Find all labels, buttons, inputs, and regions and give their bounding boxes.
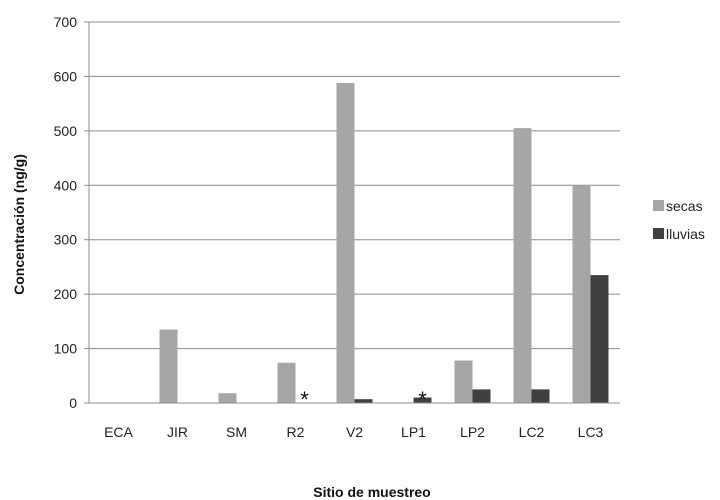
x-tick-label: JIR	[167, 424, 188, 440]
x-tick-label: SM	[226, 424, 247, 440]
bar-secas-LC3	[572, 185, 591, 403]
bars	[159, 82, 609, 404]
y-tick-label: 700	[54, 14, 78, 30]
bar-secas-SM	[218, 393, 237, 403]
bar-lluvias-LP2	[472, 389, 491, 403]
bar-secas-LP2	[454, 360, 473, 403]
annotation-asterisk: *	[300, 387, 309, 412]
x-tick-label: V2	[346, 424, 363, 440]
y-axis-title: Concentración (ng/g)	[11, 154, 27, 295]
x-tick-label: LP1	[401, 424, 426, 440]
bar-lluvias-LP1	[413, 397, 432, 403]
legend-swatch-secas	[653, 200, 664, 211]
bar-lluvias-V2	[354, 399, 373, 403]
x-tick-label: LP2	[460, 424, 485, 440]
x-tick-label: ECA	[104, 424, 133, 440]
y-tick-label: 600	[54, 68, 78, 84]
y-tick-label: 0	[69, 395, 77, 411]
y-tick-label: 500	[54, 123, 78, 139]
bar-secas-R2	[277, 362, 296, 403]
y-tick-label: 300	[54, 232, 78, 248]
bar-secas-LC2	[513, 128, 532, 403]
legend-swatch-lluvias	[653, 228, 664, 239]
y-tick-label: 100	[54, 341, 78, 357]
x-tick-label: LC3	[578, 424, 604, 440]
bar-lluvias-LC3	[590, 275, 609, 403]
axes: 0 100 200 300 400 500 600 700 ECA JIR SM R2 V2 LP1 LP2…	[54, 14, 620, 440]
annotation-asterisk: *	[418, 387, 427, 412]
bar-lluvias-LC2	[531, 389, 550, 403]
bar-secas-V2	[336, 82, 355, 404]
bar-secas-JIR	[159, 329, 178, 403]
legend-label-lluvias: lluvias	[666, 226, 705, 242]
y-tick-label: 200	[54, 286, 78, 302]
legend-label-secas: secas	[666, 198, 703, 214]
y-tick-label: 400	[54, 177, 78, 193]
annotations: * *	[300, 387, 427, 412]
x-tick-label: R2	[287, 424, 305, 440]
x-axis-title: Sitio de muestreo	[313, 484, 430, 500]
legend: secas lluvias	[653, 198, 705, 242]
x-tick-label: LC2	[519, 424, 545, 440]
